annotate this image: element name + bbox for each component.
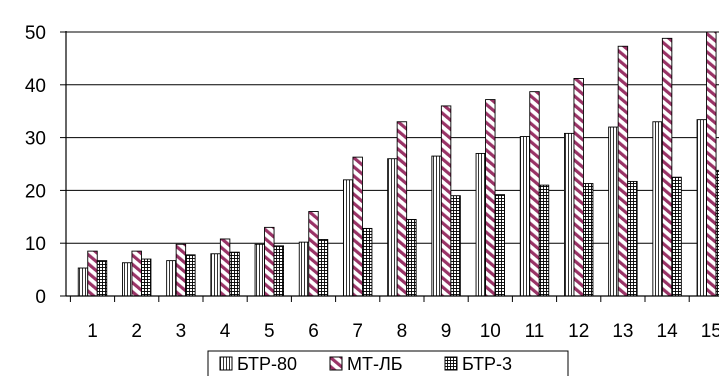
bar-mt-lb-8 (396, 121, 408, 297)
bar-btr-3-10 (494, 194, 505, 297)
legend-swatch-btr-80 (219, 356, 233, 371)
bar-btr-3-7 (362, 227, 373, 297)
x-tick-label: 12 (568, 321, 589, 342)
bar-btr-3-11 (538, 184, 550, 297)
y-tick-label: 20 (25, 181, 46, 202)
x-tick-label: 6 (308, 321, 319, 342)
legend-label-mt-lb: МТ-ЛБ (347, 354, 403, 374)
x-tick-label: 13 (612, 321, 633, 342)
bar-btr-80-8 (387, 158, 398, 297)
bar-mt-lb-3 (175, 243, 187, 297)
x-tick-label: 11 (525, 321, 545, 342)
y-tick-labels: 0 10 20 30 40 50 (25, 23, 46, 308)
bar-btr-3-1 (96, 260, 108, 297)
bar-btr-80-11 (519, 136, 531, 297)
x-tick-label: 7 (352, 321, 363, 342)
bar-btr-80-2 (121, 262, 133, 297)
bar-mt-lb-7 (352, 156, 363, 297)
bar-btr-80-4 (210, 253, 221, 297)
bar-btr-3-13 (627, 180, 638, 297)
bar-btr-80-14 (652, 121, 663, 297)
bar-btr-80-6 (298, 241, 310, 297)
bar-mt-lb-15 (706, 31, 717, 297)
x-tick-label: 14 (657, 321, 679, 342)
bar-btr-3-8 (406, 218, 417, 297)
bar-btr-3-9 (450, 195, 461, 297)
bar-mt-lb-6 (308, 211, 319, 297)
bar-btr-80-7 (343, 179, 354, 297)
x-tick-label: 15 (701, 321, 719, 342)
bar-btr-3-14 (671, 176, 682, 297)
bar-mt-lb-9 (440, 105, 452, 297)
bar-mt-lb-4 (219, 238, 231, 297)
x-tick-label: 2 (131, 321, 142, 342)
bar-btr-80-3 (166, 260, 177, 297)
y-tick-label: 50 (25, 23, 46, 44)
y-tick-label: 0 (35, 287, 46, 308)
bar-btr-80-5 (254, 243, 266, 297)
x-tick-label: 10 (480, 321, 501, 342)
bar-mt-lb-2 (131, 250, 142, 297)
bar-btr-80-10 (475, 152, 486, 297)
bar-btr-80-1 (77, 267, 89, 297)
bar-mt-lb-10 (485, 99, 496, 297)
legend-swatch-mt-lb (329, 356, 343, 371)
bar-btr-80-12 (564, 132, 575, 297)
x-tick-label: 5 (264, 321, 275, 342)
bar-btr-80-15 (696, 119, 707, 297)
bar-btr-3-5 (273, 245, 284, 297)
y-tick-label: 40 (25, 76, 46, 97)
x-tick-label: 1 (87, 321, 98, 342)
bar-mt-lb-12 (573, 78, 584, 297)
bar-btr-3-15 (715, 169, 719, 297)
bar-mt-lb-11 (529, 91, 540, 297)
y-tick-label: 10 (25, 234, 46, 255)
legend-swatch-btr-3 (444, 356, 458, 371)
axes (60, 31, 719, 302)
bar-btr-3-3 (185, 254, 196, 297)
bar-btr-3-2 (140, 258, 152, 297)
x-tick-label: 8 (397, 321, 408, 342)
x-tick-label: 3 (176, 321, 187, 342)
x-tick-label: 4 (220, 321, 231, 342)
bar-mt-lb-13 (617, 45, 629, 297)
x-tick-label: 9 (441, 321, 452, 342)
bar-btr-3-6 (317, 239, 329, 297)
bar-mt-lb-1 (87, 250, 98, 297)
bar-btr-80-13 (608, 126, 619, 297)
bar-mt-lb-14 (661, 37, 673, 297)
bar-mt-lb-5 (264, 226, 275, 297)
bars (77, 31, 719, 297)
legend: БТР-80 МТ-ЛБ БТР-3 (207, 350, 569, 381)
bar-btr-80-9 (431, 155, 442, 297)
x-tick-labels: 1 2 3 4 5 6 7 8 9 10 11 12 13 14 15 (87, 321, 719, 342)
bar-btr-3-12 (583, 183, 594, 297)
legend-label-btr-80: БТР-80 (237, 354, 297, 374)
legend-label-btr-3: БТР-3 (462, 354, 512, 374)
bar-btr-3-4 (229, 251, 240, 297)
y-tick-label: 30 (25, 129, 46, 150)
